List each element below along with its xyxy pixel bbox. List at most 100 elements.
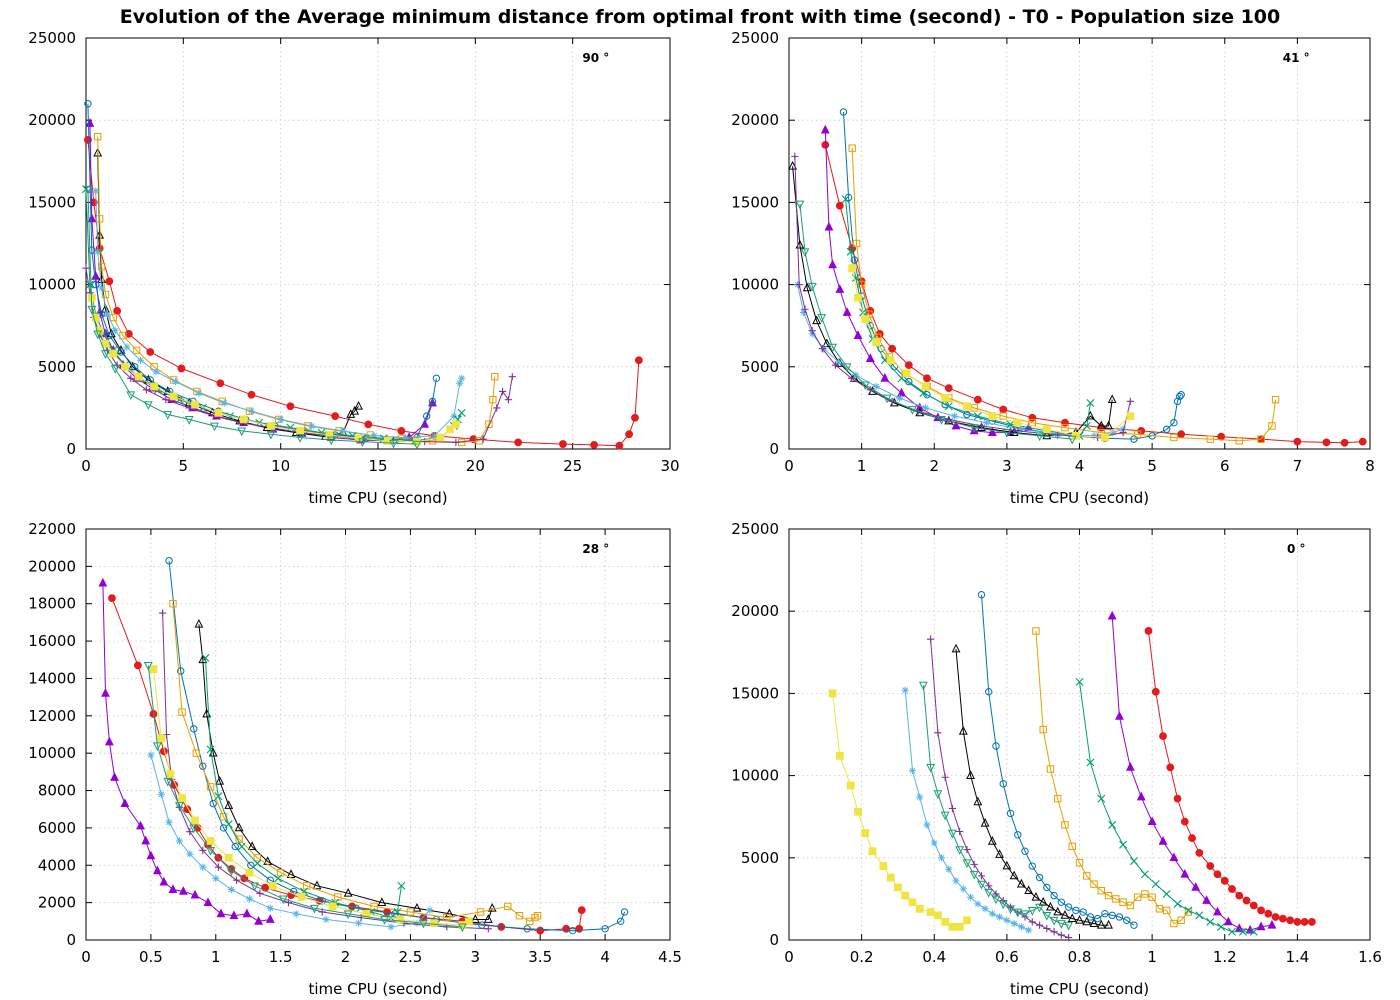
data-point <box>959 885 967 893</box>
series-line <box>824 144 1363 444</box>
data-point <box>801 305 809 313</box>
data-point <box>190 725 198 733</box>
data-point <box>165 818 173 826</box>
data-point <box>127 374 135 382</box>
plot-frame <box>85 37 671 450</box>
data-point <box>1177 391 1185 399</box>
data-point <box>126 391 136 401</box>
y-tick-label: 16000 <box>28 632 76 650</box>
data-point <box>229 910 239 920</box>
data-point <box>980 817 990 827</box>
data-point <box>1148 893 1156 901</box>
data-point <box>274 874 283 883</box>
series-line <box>799 203 1073 440</box>
data-point <box>1191 882 1201 891</box>
data-point <box>396 915 404 924</box>
x-tick-label: 1.6 <box>1358 948 1382 966</box>
data-point <box>93 330 103 340</box>
data-point <box>941 394 950 402</box>
data-point <box>1300 918 1309 926</box>
data-point <box>531 913 539 922</box>
data-point <box>189 824 199 834</box>
data-point <box>1042 911 1052 921</box>
data-point <box>902 369 911 378</box>
page-title: Evolution of the Average minimum distanc… <box>119 6 1281 28</box>
series-line <box>792 166 1113 437</box>
data-point <box>828 689 837 698</box>
y-tick-label: 2000 <box>38 894 76 912</box>
series-1 <box>1144 627 1316 926</box>
data-point <box>143 661 153 671</box>
data-point <box>1195 848 1204 857</box>
data-point <box>1133 430 1142 438</box>
x-tick-label: 1.5 <box>269 948 293 966</box>
data-point <box>146 850 156 860</box>
data-point <box>948 922 957 931</box>
data-point <box>941 918 950 926</box>
y-tick-label: 5000 <box>741 358 779 376</box>
series-line <box>95 190 463 439</box>
data-point <box>888 344 897 353</box>
data-point <box>923 391 931 399</box>
series-9 <box>848 264 1135 442</box>
data-point <box>121 362 129 371</box>
data-point <box>147 751 155 759</box>
data-point <box>857 280 866 289</box>
data-point <box>1082 421 1091 430</box>
series-9 <box>87 293 460 446</box>
data-point <box>136 356 145 364</box>
data-point <box>1151 687 1160 696</box>
y-tick-label: 10000 <box>28 744 76 762</box>
data-point <box>1061 418 1069 427</box>
y-tick-label: 22000 <box>28 520 76 538</box>
data-point <box>927 635 935 643</box>
data-point <box>95 229 105 239</box>
data-point <box>846 781 855 790</box>
data-point <box>159 876 169 886</box>
data-point <box>1176 392 1184 401</box>
data-point <box>1238 927 1247 936</box>
data-point <box>93 132 102 141</box>
data-point <box>894 883 902 892</box>
data-point <box>958 725 968 735</box>
data-point <box>1206 917 1215 926</box>
data-point <box>987 427 997 436</box>
data-point <box>339 427 347 435</box>
data-point <box>1293 437 1302 446</box>
data-point <box>1358 437 1367 446</box>
y-tick-label: 0 <box>66 931 76 949</box>
y-tick-label: 20000 <box>731 111 779 129</box>
x-tick-label: 6 <box>1220 457 1230 475</box>
data-point <box>1256 921 1266 931</box>
series-7 <box>82 185 466 445</box>
series-line <box>111 597 583 932</box>
series-line <box>85 189 463 442</box>
data-point <box>312 880 322 890</box>
data-point <box>132 346 141 355</box>
data-point <box>1213 906 1222 916</box>
data-point <box>1017 923 1025 931</box>
data-point <box>1195 911 1204 920</box>
data-point <box>868 847 877 856</box>
series-line <box>97 136 496 443</box>
data-point <box>945 415 953 424</box>
data-point <box>247 861 255 869</box>
data-point <box>84 100 92 108</box>
y-tick-label: 25000 <box>731 520 779 538</box>
data-point <box>1340 438 1349 447</box>
x-tick-label: 0 <box>784 948 794 966</box>
data-point <box>1173 397 1182 406</box>
plot-frame <box>85 528 671 941</box>
x-tick-label: 0.4 <box>922 948 946 966</box>
series-line <box>97 153 359 438</box>
data-point <box>113 307 122 315</box>
data-point <box>977 591 986 599</box>
data-point <box>1158 836 1168 845</box>
data-point <box>212 874 220 882</box>
series-7 <box>201 653 406 922</box>
data-point <box>941 773 949 781</box>
data-point <box>458 374 466 382</box>
data-point <box>526 917 534 926</box>
data-point <box>861 829 870 838</box>
data-point <box>224 800 234 809</box>
